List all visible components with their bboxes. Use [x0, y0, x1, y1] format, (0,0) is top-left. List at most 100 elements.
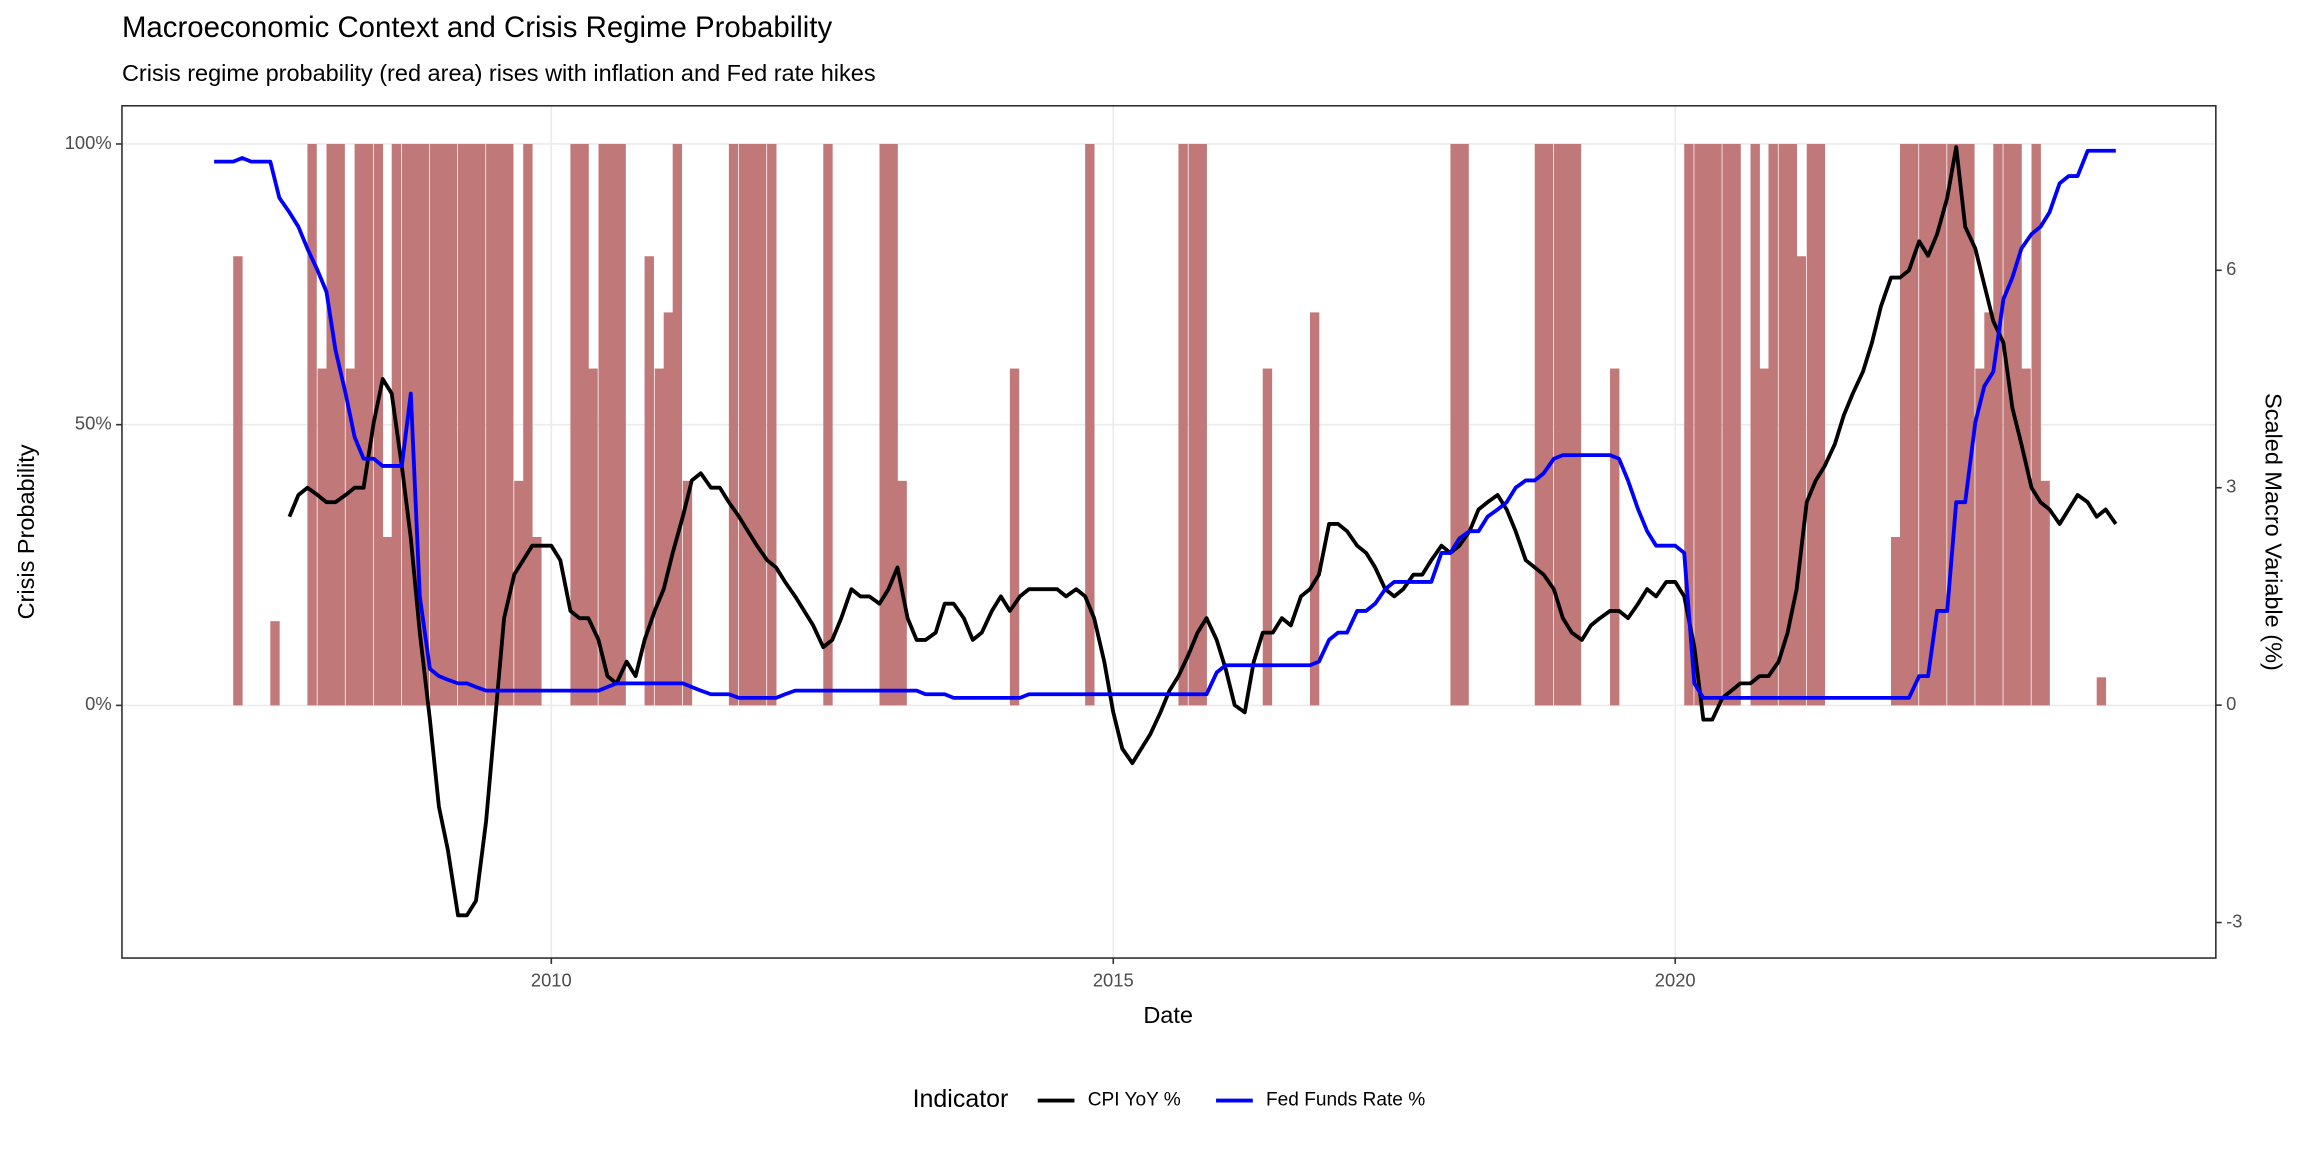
crisis-area: [2096, 677, 2107, 706]
line-series: [214, 148, 2116, 700]
crisis-area: [1993, 143, 2003, 706]
crisis-area: [747, 143, 758, 706]
crisis-area: [672, 143, 683, 706]
crisis-area: [663, 312, 674, 706]
crisis-area: [486, 143, 496, 706]
crisis-area: [654, 368, 665, 706]
crisis-area: [1778, 143, 1788, 706]
crisis-area: [1891, 536, 1901, 706]
crisis-area: [1722, 143, 1732, 706]
crisis-area: [419, 143, 430, 706]
crisis-area: [475, 143, 486, 706]
crisis-area: [767, 143, 777, 706]
chart-subtitle: Crisis regime probability (red area) ris…: [122, 60, 876, 86]
crisis-area: [1787, 143, 1797, 706]
crisis-area: [2003, 143, 2013, 706]
crisis-area: [1806, 143, 1817, 706]
crisis-area: [429, 143, 440, 706]
crisis-area: [1085, 143, 1095, 706]
crisis-area: [607, 143, 617, 706]
panel-border: [121, 104, 2217, 959]
crisis-area: [270, 621, 280, 706]
crisis-area: [1928, 143, 1938, 706]
crisis-area: [1543, 143, 1554, 706]
crisis-area: [598, 143, 608, 706]
crisis-area: [1919, 143, 1929, 706]
crisis-area: [1975, 368, 1985, 706]
crisis-area: [1262, 368, 1273, 706]
crisis-area: [1947, 143, 1957, 706]
crisis-area: [317, 368, 327, 706]
crisis-area: [1684, 143, 1694, 706]
y-axis-title: Crisis Probability: [13, 444, 39, 619]
y-tick-label: 50%: [75, 413, 112, 434]
crisis-area: [1553, 143, 1564, 706]
crisis-area: [523, 143, 533, 706]
crisis-area: [1610, 368, 1620, 706]
crisis-area: [438, 143, 449, 706]
crisis-area: [1956, 143, 1966, 706]
y2-axis-title: Scaled Macro Variable (%): [2260, 393, 2286, 671]
crisis-area: [616, 143, 626, 706]
crisis-area: [233, 256, 243, 706]
crisis-area: [373, 143, 384, 706]
crisis-area: [888, 143, 898, 706]
y2-tick-label: 6: [2226, 258, 2236, 279]
crisis-area: [738, 143, 749, 706]
crisis-area: [514, 480, 524, 706]
crisis-area: [447, 143, 458, 706]
crisis-area: [2031, 143, 2041, 706]
crisis-area: [1712, 143, 1722, 706]
crisis-area: [1750, 143, 1760, 706]
y2-tick-label: 0: [2226, 693, 2236, 714]
crisis-area: [644, 256, 654, 706]
crisis-area: [1796, 256, 1806, 706]
crisis-area: [307, 143, 317, 706]
crisis-area: [1965, 143, 1975, 706]
crisis-area: [345, 368, 355, 706]
crisis-area: [728, 143, 739, 706]
crisis-area: [326, 143, 336, 706]
crisis-area: [1937, 143, 1947, 706]
legend-label: Fed Funds Rate %: [1266, 1090, 1425, 1111]
y2-tick-label: 3: [2226, 476, 2236, 497]
crisis-area: [532, 536, 542, 706]
crisis-area: [1450, 143, 1460, 706]
crisis-area: [1571, 143, 1582, 706]
crisis-area: [1815, 143, 1826, 706]
chart-title: Macroeconomic Context and Crisis Regime …: [122, 11, 832, 44]
x-axis-title: Date: [1143, 1002, 1193, 1028]
crisis-area: [1984, 312, 1994, 706]
crisis-area: [335, 143, 345, 706]
crisis-area: [879, 143, 889, 706]
legend-title: Indicator: [913, 1085, 1009, 1113]
crisis-area: [495, 143, 505, 706]
crisis-area: [2021, 368, 2031, 706]
crisis-area: [410, 143, 421, 706]
crisis-area: [588, 368, 598, 706]
crisis-area: [756, 143, 767, 706]
legend: Indicator CPI YoY % Fed Funds Rate %: [913, 1085, 1426, 1113]
crisis-area: [1534, 143, 1545, 706]
crisis-area: [382, 536, 393, 706]
crisis-area: [1009, 368, 1020, 706]
crisis-area: [570, 143, 580, 706]
crisis-area: [1900, 143, 1910, 706]
x-tick-label: 2010: [531, 969, 572, 990]
crisis-area: [1768, 143, 1778, 706]
crisis-area: [682, 480, 693, 706]
crisis-area: [504, 143, 514, 706]
x-tick-label: 2020: [1655, 969, 1696, 990]
crisis-area: [354, 143, 364, 706]
line-series: [287, 145, 2118, 918]
crisis-area: [467, 143, 477, 706]
legend-label: CPI YoY %: [1088, 1090, 1181, 1111]
y2-tick-label: -3: [2226, 910, 2242, 931]
x-tick-label: 2015: [1093, 969, 1134, 990]
crisis-area: [579, 143, 589, 706]
crisis-area: [1562, 143, 1573, 706]
crisis-area: [1197, 143, 1207, 706]
plot-area: 0% 50% 100% -3 0 3 6 2010 2015 2020: [65, 104, 2242, 990]
